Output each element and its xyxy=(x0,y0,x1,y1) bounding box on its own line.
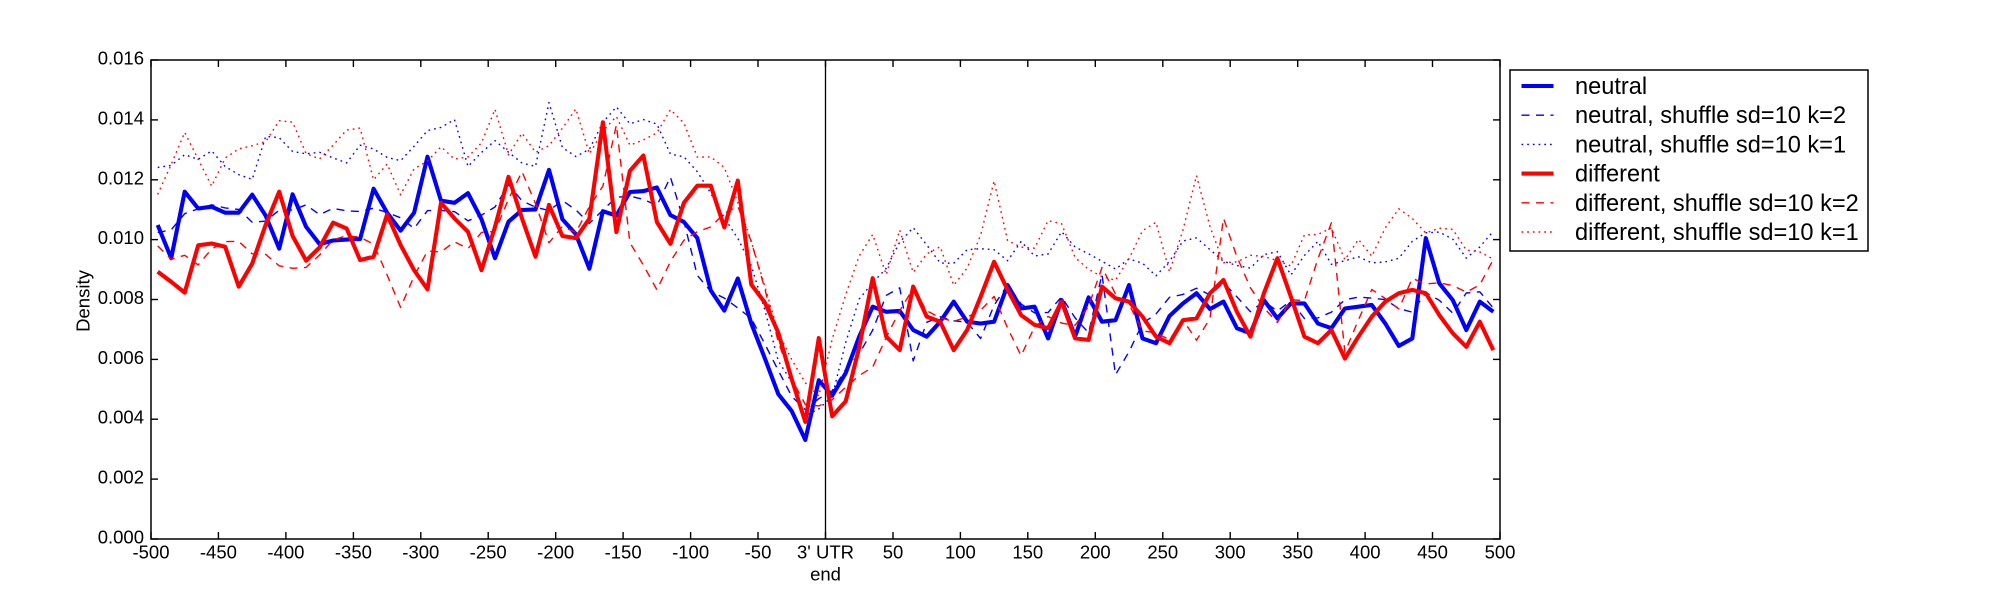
svg-text:-450: -450 xyxy=(200,542,237,563)
svg-text:200: 200 xyxy=(1080,542,1111,563)
svg-text:100: 100 xyxy=(945,542,976,563)
svg-text:-500: -500 xyxy=(132,542,169,563)
svg-text:-50: -50 xyxy=(745,542,772,563)
svg-text:0.008: 0.008 xyxy=(98,287,144,308)
svg-text:500: 500 xyxy=(1485,542,1516,563)
svg-text:different, shuffle sd=10 k=1: different, shuffle sd=10 k=1 xyxy=(1575,220,1859,246)
svg-text:0.006: 0.006 xyxy=(98,347,144,368)
svg-text:neutral, shuffle sd=10 k=1: neutral, shuffle sd=10 k=1 xyxy=(1575,132,1846,158)
svg-text:-300: -300 xyxy=(402,542,439,563)
svg-text:3' UTR: 3' UTR xyxy=(797,542,854,563)
svg-text:0.014: 0.014 xyxy=(98,107,144,128)
svg-text:different, shuffle sd=10 k=2: different, shuffle sd=10 k=2 xyxy=(1575,191,1859,217)
svg-text:-200: -200 xyxy=(537,542,574,563)
svg-text:-350: -350 xyxy=(335,542,372,563)
svg-text:350: 350 xyxy=(1282,542,1313,563)
svg-text:neutral, shuffle sd=10 k=2: neutral, shuffle sd=10 k=2 xyxy=(1575,103,1846,129)
svg-text:250: 250 xyxy=(1147,542,1178,563)
svg-text:different: different xyxy=(1575,162,1660,188)
svg-text:Density: Density xyxy=(73,269,94,331)
svg-text:0.004: 0.004 xyxy=(98,407,144,428)
svg-text:50: 50 xyxy=(883,542,904,563)
svg-text:0.010: 0.010 xyxy=(98,227,144,248)
svg-text:400: 400 xyxy=(1350,542,1381,563)
svg-text:-100: -100 xyxy=(672,542,709,563)
svg-text:-150: -150 xyxy=(605,542,642,563)
svg-text:-400: -400 xyxy=(267,542,304,563)
svg-text:-250: -250 xyxy=(470,542,507,563)
svg-text:0.012: 0.012 xyxy=(98,167,144,188)
svg-text:0.002: 0.002 xyxy=(98,467,144,488)
svg-text:150: 150 xyxy=(1012,542,1043,563)
svg-text:300: 300 xyxy=(1215,542,1246,563)
svg-text:end: end xyxy=(810,564,841,585)
svg-text:0.000: 0.000 xyxy=(98,527,144,548)
svg-text:450: 450 xyxy=(1417,542,1448,563)
svg-text:0.016: 0.016 xyxy=(98,48,144,69)
svg-text:neutral: neutral xyxy=(1575,74,1647,100)
